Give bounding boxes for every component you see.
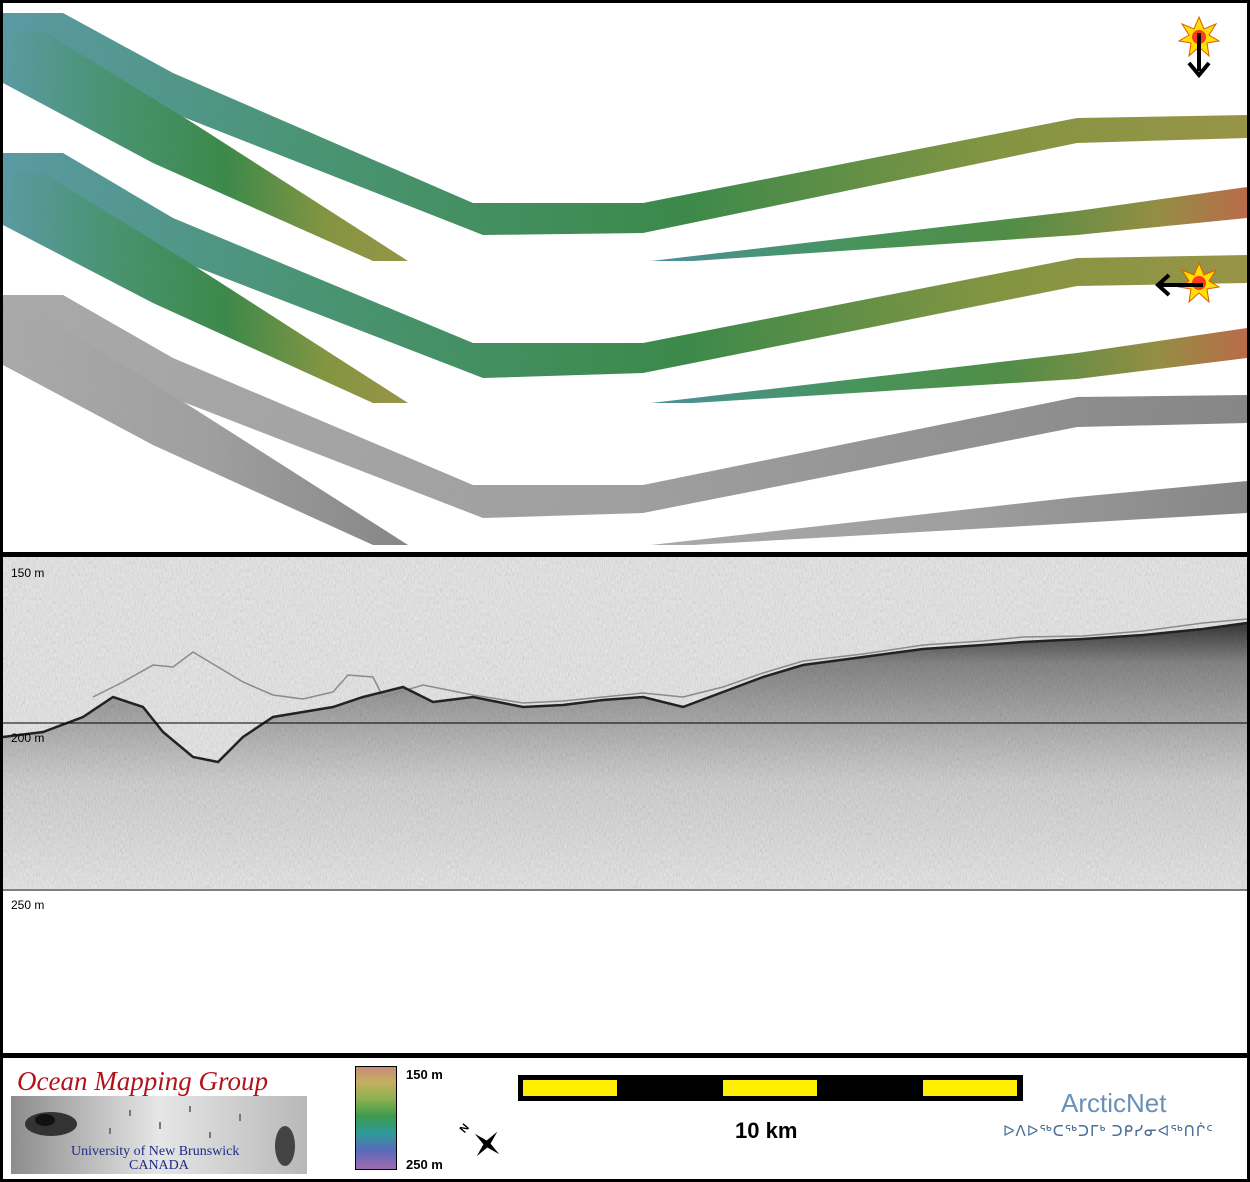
bathymetry-swath-upper (3, 13, 1247, 261)
omg-logo-image (11, 1096, 307, 1174)
scale-segment (523, 1080, 617, 1096)
scale-segment (723, 1080, 817, 1096)
arcticnet-title: ArcticNet (1061, 1088, 1167, 1118)
legend-depth-top: 150 m (406, 1067, 443, 1082)
footer-panel: Ocean Mapping Group University of New Br… (3, 1058, 1247, 1179)
compass-north-letter: N (458, 1122, 472, 1136)
scale-bar (518, 1075, 1023, 1101)
compass-icon: N (457, 1118, 505, 1162)
sub-bottom-profile-panel: 150 m 200 m 250 m (3, 557, 1247, 1053)
arcticnet-syllabics: ᐅᐱᐅᖅᑕᖅᑐᒥᒃ ᑐᑭᓯᓂᐊᖅᑎᒌᑦ (1003, 1123, 1214, 1140)
arrow-left-icon (1155, 273, 1203, 297)
omg-university: University of New Brunswick (71, 1144, 240, 1159)
arrow-down-icon (1187, 33, 1211, 79)
omg-country: CANADA (129, 1158, 189, 1173)
swath-map (3, 13, 1247, 545)
omg-logo: Ocean Mapping Group University of New Br… (9, 1062, 309, 1174)
scale-bar-label: 10 km (735, 1118, 798, 1143)
omg-title: Ocean Mapping Group (17, 1066, 268, 1096)
bathymetry-swath-middle (3, 153, 1247, 403)
depth-label-150: 150 m (11, 566, 45, 580)
depth-label-200: 200 m (11, 731, 45, 745)
map-panel (3, 3, 1247, 552)
sub-bottom-profile (3, 557, 1247, 891)
depth-label-250: 250 m (11, 898, 45, 912)
depth-colour-legend (355, 1066, 397, 1170)
scale-segment (923, 1080, 1017, 1096)
backscatter-swath (3, 295, 1247, 545)
legend-depth-bottom: 250 m (406, 1157, 443, 1172)
